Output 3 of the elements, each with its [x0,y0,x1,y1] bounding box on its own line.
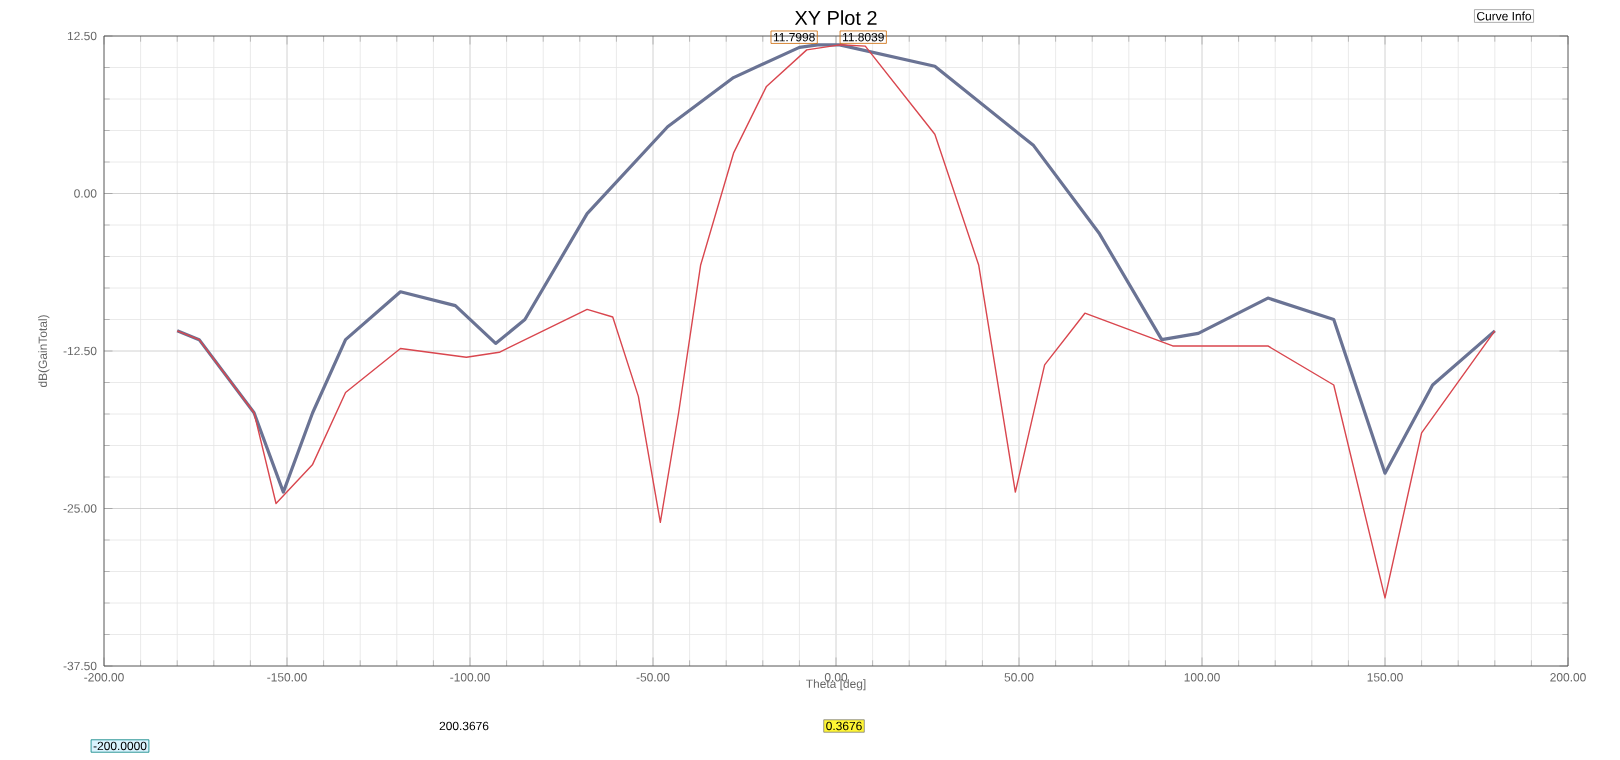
chart-title: XY Plot 2 [794,10,877,25]
line-series [176,44,1496,599]
line-series [175,43,1497,494]
